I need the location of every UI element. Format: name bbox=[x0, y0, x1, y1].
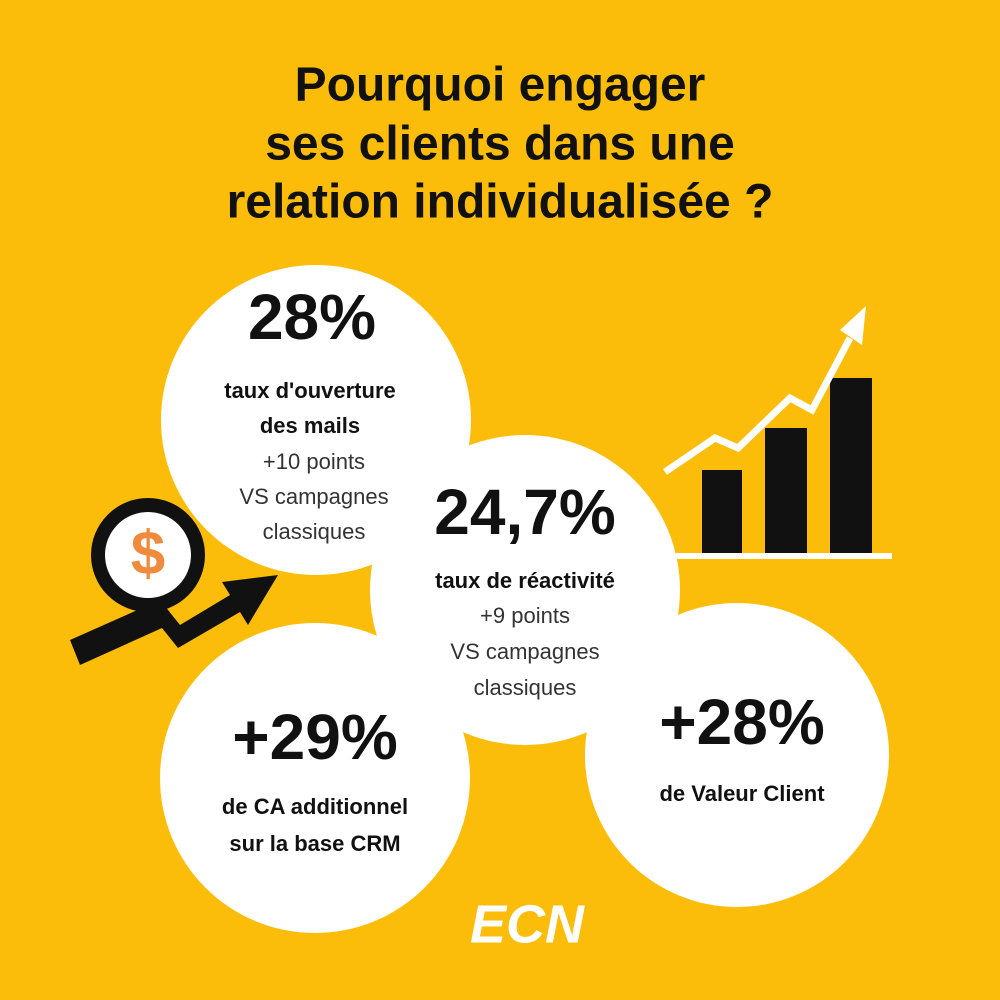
stat-detail: +9 points bbox=[480, 603, 570, 628]
stat-detail: +10 points bbox=[263, 449, 365, 474]
logo: ECN bbox=[470, 894, 585, 954]
stat-value: 28% bbox=[248, 281, 376, 353]
svg-text:$: $ bbox=[131, 519, 165, 588]
stat-circle bbox=[370, 435, 680, 745]
stat-detail: classiques bbox=[263, 519, 366, 544]
stat-detail: VS campagnes bbox=[239, 484, 388, 509]
stat-circle bbox=[160, 623, 470, 933]
stat-circle bbox=[585, 603, 889, 907]
stat-value: +28% bbox=[659, 686, 824, 758]
stat-label: de Valeur Client bbox=[659, 781, 825, 806]
stat-label: taux de réactivité bbox=[435, 568, 615, 593]
title-line: ses clients dans une bbox=[265, 118, 735, 171]
money-icon: $ bbox=[70, 498, 278, 665]
stat-label: taux d'ouverture bbox=[224, 378, 396, 403]
growth-icon bbox=[663, 306, 892, 559]
stat-value: 24,7% bbox=[434, 476, 615, 548]
stat-circle bbox=[161, 265, 471, 575]
stat-label: de CA additionnel bbox=[222, 794, 408, 819]
stat-value: +29% bbox=[232, 701, 397, 773]
stat-detail: VS campagnes bbox=[450, 639, 599, 664]
stat-detail: classiques bbox=[474, 675, 577, 700]
stat-label: des mails bbox=[260, 413, 360, 438]
title-line: Pourquoi engager bbox=[295, 59, 706, 112]
stat-label: sur la base CRM bbox=[229, 831, 400, 856]
title-line: relation individualisée ? bbox=[227, 176, 774, 229]
